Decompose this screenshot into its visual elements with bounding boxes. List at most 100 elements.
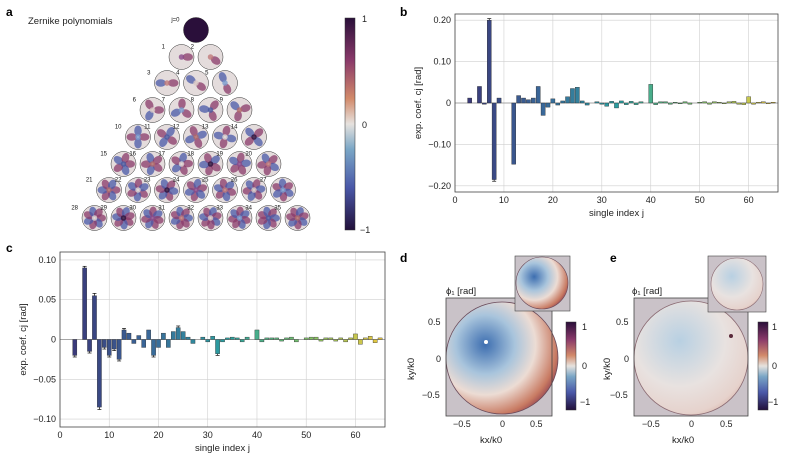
- bar: [333, 339, 339, 342]
- zernike-core: [207, 215, 214, 221]
- bar: [274, 337, 279, 340]
- bar: [156, 339, 161, 348]
- bar: [141, 339, 146, 348]
- zernike-lobe: [152, 163, 163, 172]
- zernike-lobe: [245, 127, 255, 138]
- panel-d-plot-frame: [445, 297, 553, 417]
- zernike-lobe: [207, 218, 215, 230]
- zernike-lobe: [155, 79, 166, 87]
- bar: [516, 95, 521, 104]
- bar: [672, 101, 678, 104]
- zernike-lobe: [234, 110, 242, 122]
- bar: [545, 102, 551, 108]
- panel-a-title: Zernike polynomials: [28, 16, 113, 27]
- bar: [87, 339, 92, 352]
- bar: [560, 100, 565, 104]
- zernike-lobe: [253, 190, 263, 200]
- bar: [746, 96, 751, 104]
- zernike-index-label: 35: [274, 206, 281, 212]
- zernike-lobe: [238, 164, 247, 175]
- x-tick-label: 40: [646, 195, 656, 205]
- y-tick-label: 0.05: [38, 295, 56, 305]
- bar: [550, 98, 556, 104]
- zernike-index-label: 9: [220, 98, 224, 104]
- panel-d-ytick-3: −0.5: [422, 390, 440, 400]
- zernike-lobe: [145, 110, 154, 121]
- zernike-lobe: [253, 128, 264, 138]
- bar: [215, 339, 220, 354]
- panel-e-ytick-2: 0: [624, 354, 629, 364]
- zernike-core: [149, 107, 156, 113]
- zernike-lobe: [244, 136, 255, 146]
- zernike-index-label: 3: [147, 71, 151, 77]
- panel-d-xtick-2: 0: [500, 419, 505, 429]
- zernike-index-label: 22: [115, 178, 122, 184]
- bar: [487, 20, 492, 104]
- x-tick-label: 10: [499, 195, 509, 205]
- bar: [151, 339, 156, 356]
- bar: [751, 102, 756, 105]
- panel-d-xtick-1: −0.5: [453, 419, 471, 429]
- bar: [377, 337, 383, 340]
- zernike-core: [193, 80, 199, 86]
- x-axis-label: single index j: [589, 208, 644, 219]
- y-tick-label: −0.05: [33, 374, 56, 384]
- bar: [308, 336, 314, 340]
- x-tick-label: 60: [350, 430, 360, 440]
- bar: [624, 102, 629, 105]
- zernike-mode: [168, 205, 195, 231]
- bar: [511, 102, 516, 165]
- panel-d-cbar-tick-top: 1: [582, 322, 587, 332]
- bar: [531, 97, 536, 104]
- zernike-lobe: [223, 83, 232, 94]
- zernike-mode: [212, 124, 238, 150]
- zernike-lobe: [268, 155, 278, 165]
- bar: [575, 87, 580, 104]
- zernike-mode: [270, 177, 296, 203]
- zernike-lobe: [247, 190, 256, 201]
- bar: [358, 339, 363, 345]
- zernike-index-label: 30: [129, 206, 136, 212]
- zernike-index-label: 5: [205, 71, 209, 77]
- zernike-mode: [183, 17, 209, 43]
- zernike-index-label: 17: [158, 152, 165, 158]
- bar: [756, 101, 761, 104]
- zernike-core: [193, 187, 199, 193]
- bar: [712, 101, 717, 104]
- panel-e-colorbar: [757, 321, 769, 411]
- zernike-lobe: [257, 216, 268, 225]
- zernike-index-label: 32: [187, 206, 194, 212]
- bar: [526, 99, 531, 104]
- panel-d-inset-map: [515, 256, 569, 310]
- zernike-lobe: [230, 101, 240, 111]
- panel-e: e ϕ₁ [rad] 1 0 −1 −0.5 0 0.5 0.5 0 −0.5 …: [602, 251, 778, 446]
- zernike-index-label: 34: [245, 206, 252, 212]
- bar: [521, 97, 526, 104]
- bar: [477, 86, 482, 104]
- bar: [185, 336, 191, 340]
- zernike-mode: [110, 151, 137, 177]
- panel-d-xtick-3: 0.5: [530, 419, 543, 429]
- zernike-lobe: [225, 134, 237, 143]
- panel-a-cbar-tick-mid: 0: [362, 120, 367, 130]
- zernike-lobe: [253, 136, 263, 147]
- panel-a-cbar-tick-bottom: −1: [360, 225, 370, 235]
- zernike-mode: [183, 70, 209, 96]
- x-tick-label: 0: [57, 430, 62, 440]
- bar: [761, 101, 766, 104]
- zernike-lobe: [171, 163, 182, 173]
- panel-d-marker: [484, 340, 488, 344]
- bar: [264, 337, 270, 340]
- zernike-lobe: [199, 105, 210, 113]
- y-tick-label: 0: [51, 335, 56, 345]
- zernike-mode: [241, 124, 267, 150]
- bar: [318, 339, 324, 342]
- zernike-mode: [81, 205, 108, 231]
- bar: [565, 96, 570, 104]
- zernike-core: [106, 187, 112, 193]
- bar: [338, 337, 343, 340]
- x-tick-label: 50: [695, 195, 705, 205]
- x-tick-label: 40: [252, 430, 262, 440]
- zernike-core: [236, 161, 243, 167]
- zernike-mode: [212, 177, 238, 203]
